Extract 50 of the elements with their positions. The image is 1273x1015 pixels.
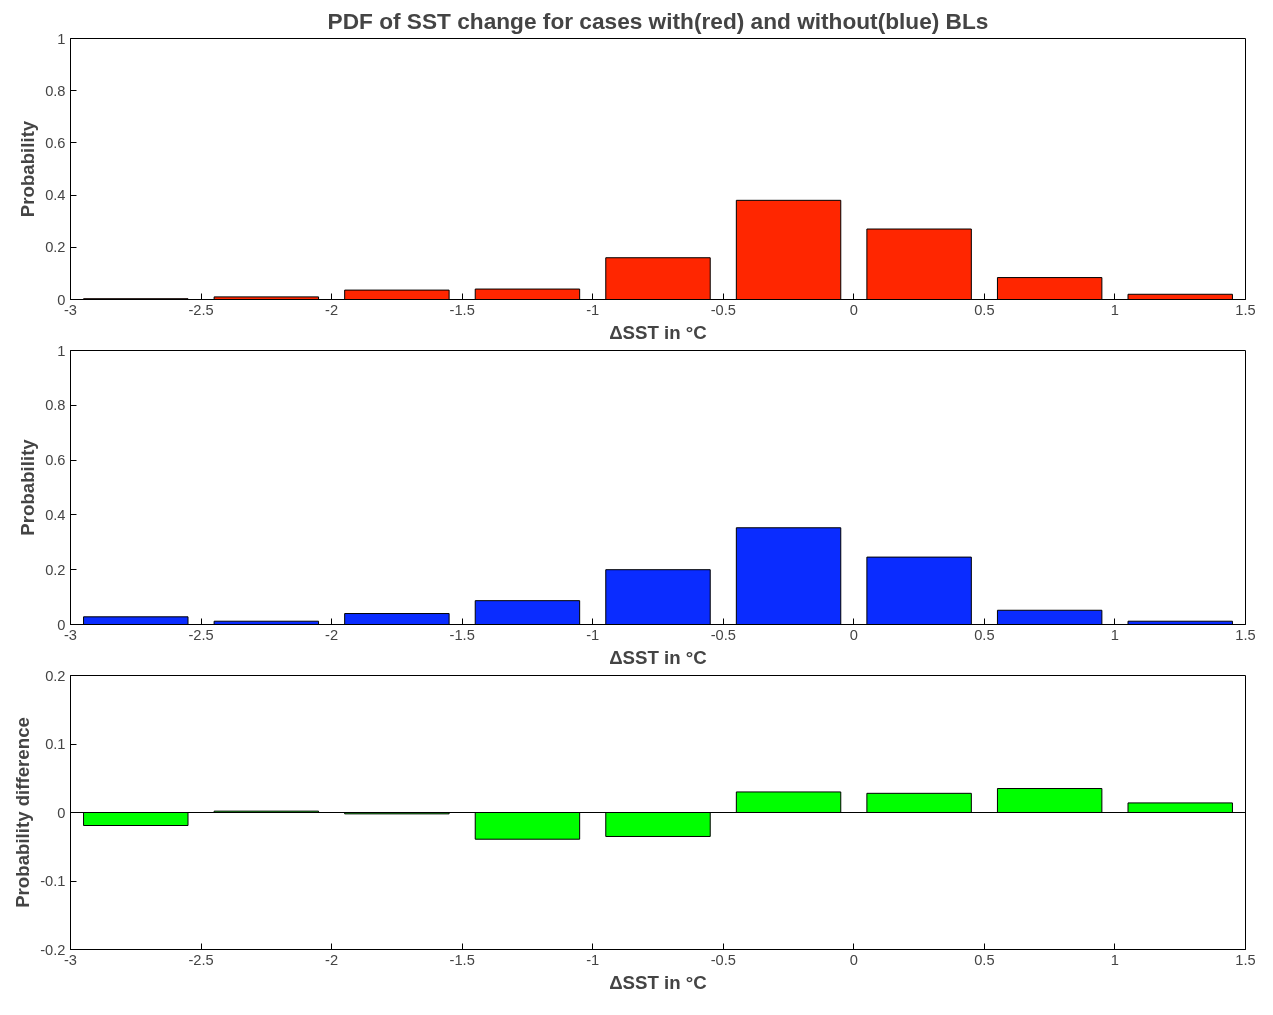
y-tick-label: 0.8 <box>45 82 66 99</box>
x-tick-label: 0.5 <box>974 626 995 643</box>
x-tick-label: 0 <box>849 626 858 643</box>
x-tick-label: 0 <box>849 951 858 968</box>
x-tick-label: -1 <box>586 951 600 968</box>
y-axis-title: Probability <box>17 438 39 536</box>
x-axis-title: ΔSST in °C <box>609 321 707 343</box>
x-tick-label: -3 <box>63 951 78 968</box>
x-tick-label: 1 <box>1110 301 1120 318</box>
x-tick-label: -2 <box>325 626 339 643</box>
y-tick-label: -0.1 <box>40 873 66 889</box>
y-axis-title: Probability difference <box>12 717 34 908</box>
y-tick-label: 0.6 <box>45 134 66 151</box>
x-axis-title: ΔSST in °C <box>609 971 707 993</box>
x-tick-label: -0.5 <box>710 951 736 968</box>
x-tick-label: -0.5 <box>710 301 736 318</box>
x-tick-label: -1 <box>586 626 600 643</box>
x-tick-label: 1.5 <box>1235 301 1256 318</box>
y-axis-title: Probability <box>17 120 39 218</box>
y-tick-label: 0.1 <box>45 736 66 752</box>
x-tick-label: -2 <box>325 301 339 318</box>
x-tick-label: -1.5 <box>449 951 475 968</box>
x-tick-label: 1 <box>1110 951 1120 968</box>
x-tick-label: 1 <box>1110 626 1120 643</box>
x-tick-label: -1.5 <box>449 301 475 318</box>
y-tick-label: 0.2 <box>45 667 66 684</box>
x-tick-label: -1 <box>586 301 600 318</box>
x-tick-label: 0.5 <box>974 951 995 968</box>
y-tick-label: 0.4 <box>45 187 66 204</box>
y-tick-label: 1 <box>57 30 66 47</box>
y-tick-label: 0.2 <box>45 239 66 256</box>
x-tick-label: -0.5 <box>710 626 736 643</box>
x-tick-label: -2 <box>325 951 339 968</box>
x-tick-label: -2.5 <box>188 951 214 968</box>
y-tick-label: 0.8 <box>45 397 66 414</box>
y-tick-label: -0.2 <box>40 941 66 958</box>
y-tick-label: 0 <box>57 804 66 821</box>
x-tick-label: -2.5 <box>188 626 214 643</box>
x-tick-label: 1.5 <box>1235 951 1256 968</box>
y-tick-label: 0.2 <box>45 561 66 578</box>
x-tick-label: 0 <box>849 301 858 318</box>
x-axis-title: ΔSST in °C <box>609 646 707 668</box>
y-tick-label: 0.4 <box>45 506 66 523</box>
x-tick-label: 1.5 <box>1235 626 1256 643</box>
chart-title: PDF of SST change for cases with(red) and without(blue) BLs <box>327 7 989 34</box>
x-tick-label: -1.5 <box>449 626 475 643</box>
y-tick-label: 0.6 <box>45 452 66 469</box>
y-tick-label: 1 <box>57 342 66 359</box>
x-tick-label: 0.5 <box>974 301 995 318</box>
x-tick-label: -2.5 <box>188 301 214 318</box>
